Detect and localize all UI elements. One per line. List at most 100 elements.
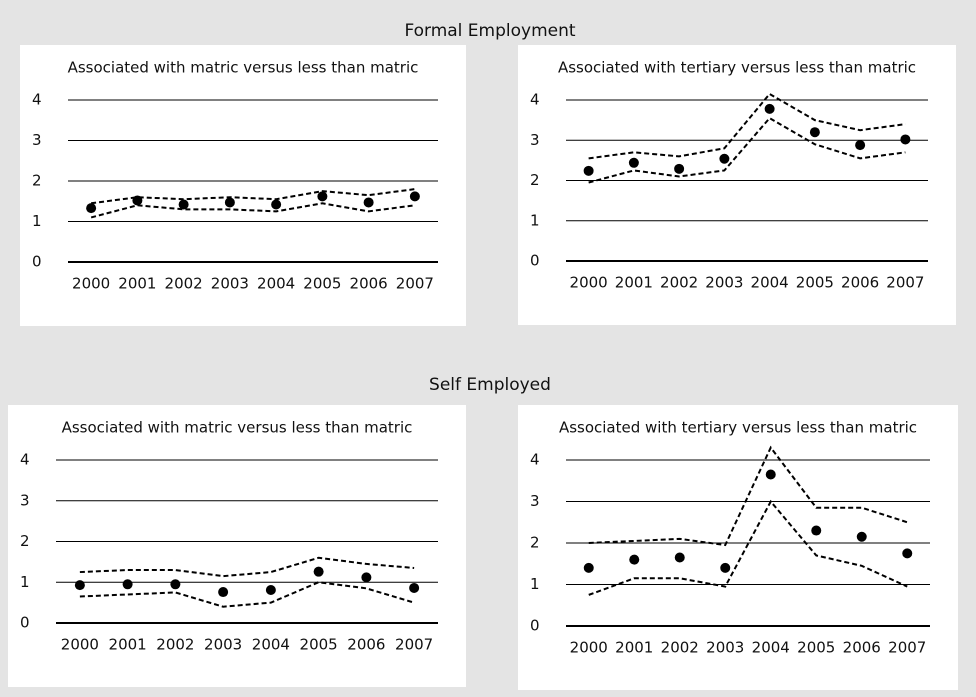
point bbox=[719, 153, 730, 164]
point bbox=[629, 554, 640, 565]
x-tick-label: 2003 bbox=[204, 636, 242, 654]
y-tick-label: 3 bbox=[20, 491, 30, 509]
x-tick-label: 2006 bbox=[350, 275, 388, 293]
x-tick-label: 2002 bbox=[165, 275, 203, 293]
point bbox=[122, 579, 133, 590]
x-tick-label: 2002 bbox=[156, 636, 194, 654]
y-tick-label: 2 bbox=[530, 534, 540, 552]
point bbox=[271, 199, 282, 210]
point bbox=[265, 584, 276, 595]
y-tick-label: 3 bbox=[530, 492, 540, 510]
x-tick-label: 2005 bbox=[300, 636, 338, 654]
point bbox=[674, 163, 685, 174]
x-tick-label: 2006 bbox=[347, 636, 385, 654]
y-tick-label: 0 bbox=[32, 253, 42, 271]
x-tick-label: 2003 bbox=[211, 275, 249, 293]
panel: Associated with tertiary versus less tha… bbox=[518, 405, 958, 690]
point bbox=[409, 582, 420, 593]
x-tick-label: 2004 bbox=[752, 639, 790, 657]
y-tick-label: 2 bbox=[530, 171, 540, 189]
y-tick-label: 1 bbox=[530, 575, 540, 593]
y-tick-label: 4 bbox=[530, 451, 540, 469]
chart-title: Associated with matric versus less than … bbox=[62, 419, 413, 437]
x-tick-label: 2004 bbox=[252, 636, 290, 654]
x-tick-label: 2007 bbox=[396, 275, 434, 293]
y-tick-label: 4 bbox=[32, 91, 42, 109]
point bbox=[178, 199, 189, 210]
x-tick-label: 2001 bbox=[118, 275, 156, 293]
x-tick-label: 2005 bbox=[303, 275, 341, 293]
point bbox=[811, 525, 822, 536]
chart-title: Associated with matric versus less than … bbox=[68, 59, 419, 77]
y-tick-label: 1 bbox=[20, 573, 30, 591]
y-tick-label: 4 bbox=[530, 91, 540, 109]
y-tick-label: 0 bbox=[20, 614, 30, 632]
section-title: Formal Employment bbox=[404, 21, 575, 41]
confidence-bound bbox=[90, 188, 416, 205]
point bbox=[224, 197, 235, 208]
panel: Associated with matric versus less than … bbox=[20, 45, 466, 326]
point bbox=[74, 580, 85, 591]
panel-background bbox=[8, 405, 466, 687]
point bbox=[218, 587, 229, 598]
point bbox=[132, 195, 143, 206]
x-tick-label: 2007 bbox=[395, 636, 433, 654]
point bbox=[720, 562, 731, 573]
x-tick-label: 2000 bbox=[570, 274, 608, 292]
panel-background bbox=[518, 45, 956, 325]
x-tick-label: 2006 bbox=[843, 639, 881, 657]
chart-title: Associated with tertiary versus less tha… bbox=[558, 59, 916, 77]
point bbox=[902, 548, 913, 559]
y-tick-label: 4 bbox=[20, 451, 30, 469]
point bbox=[361, 572, 372, 583]
y-tick-label: 1 bbox=[32, 212, 42, 230]
point bbox=[86, 203, 97, 214]
y-tick-label: 3 bbox=[32, 131, 42, 149]
point bbox=[764, 103, 775, 114]
point bbox=[900, 134, 911, 145]
x-tick-label: 2002 bbox=[661, 639, 699, 657]
confidence-bound bbox=[79, 581, 415, 608]
point bbox=[313, 566, 324, 577]
x-tick-label: 2003 bbox=[706, 639, 744, 657]
x-tick-label: 2003 bbox=[705, 274, 743, 292]
section-title: Self Employed bbox=[429, 375, 551, 395]
x-tick-label: 2001 bbox=[615, 274, 653, 292]
point bbox=[765, 469, 776, 480]
x-tick-label: 2000 bbox=[570, 639, 608, 657]
point bbox=[809, 127, 820, 138]
x-tick-label: 2001 bbox=[615, 639, 653, 657]
x-tick-label: 2004 bbox=[751, 274, 789, 292]
x-tick-label: 2006 bbox=[841, 274, 879, 292]
point bbox=[317, 191, 328, 202]
x-tick-label: 2007 bbox=[888, 639, 926, 657]
panel: Associated with matric versus less than … bbox=[8, 405, 466, 687]
x-tick-label: 2000 bbox=[72, 275, 110, 293]
x-tick-label: 2005 bbox=[796, 274, 834, 292]
x-tick-label: 2002 bbox=[660, 274, 698, 292]
point bbox=[855, 140, 866, 151]
x-tick-label: 2004 bbox=[257, 275, 295, 293]
point bbox=[363, 197, 374, 208]
confidence-bound bbox=[588, 116, 906, 184]
panel: Associated with tertiary versus less tha… bbox=[518, 45, 956, 325]
point bbox=[170, 579, 181, 590]
point bbox=[583, 562, 594, 573]
y-tick-label: 2 bbox=[20, 532, 30, 550]
panel-background bbox=[20, 45, 466, 326]
point bbox=[583, 165, 594, 176]
x-tick-label: 2005 bbox=[797, 639, 835, 657]
point bbox=[409, 191, 420, 202]
x-tick-label: 2007 bbox=[886, 274, 924, 292]
y-tick-label: 1 bbox=[530, 211, 540, 229]
confidence-bound bbox=[588, 92, 906, 160]
y-tick-label: 2 bbox=[32, 172, 42, 190]
point bbox=[674, 552, 685, 563]
confidence-bound bbox=[588, 499, 908, 596]
y-tick-label: 0 bbox=[530, 617, 540, 635]
point bbox=[628, 157, 639, 168]
x-tick-label: 2001 bbox=[109, 636, 147, 654]
confidence-bound bbox=[90, 202, 416, 219]
y-tick-label: 0 bbox=[530, 252, 540, 270]
